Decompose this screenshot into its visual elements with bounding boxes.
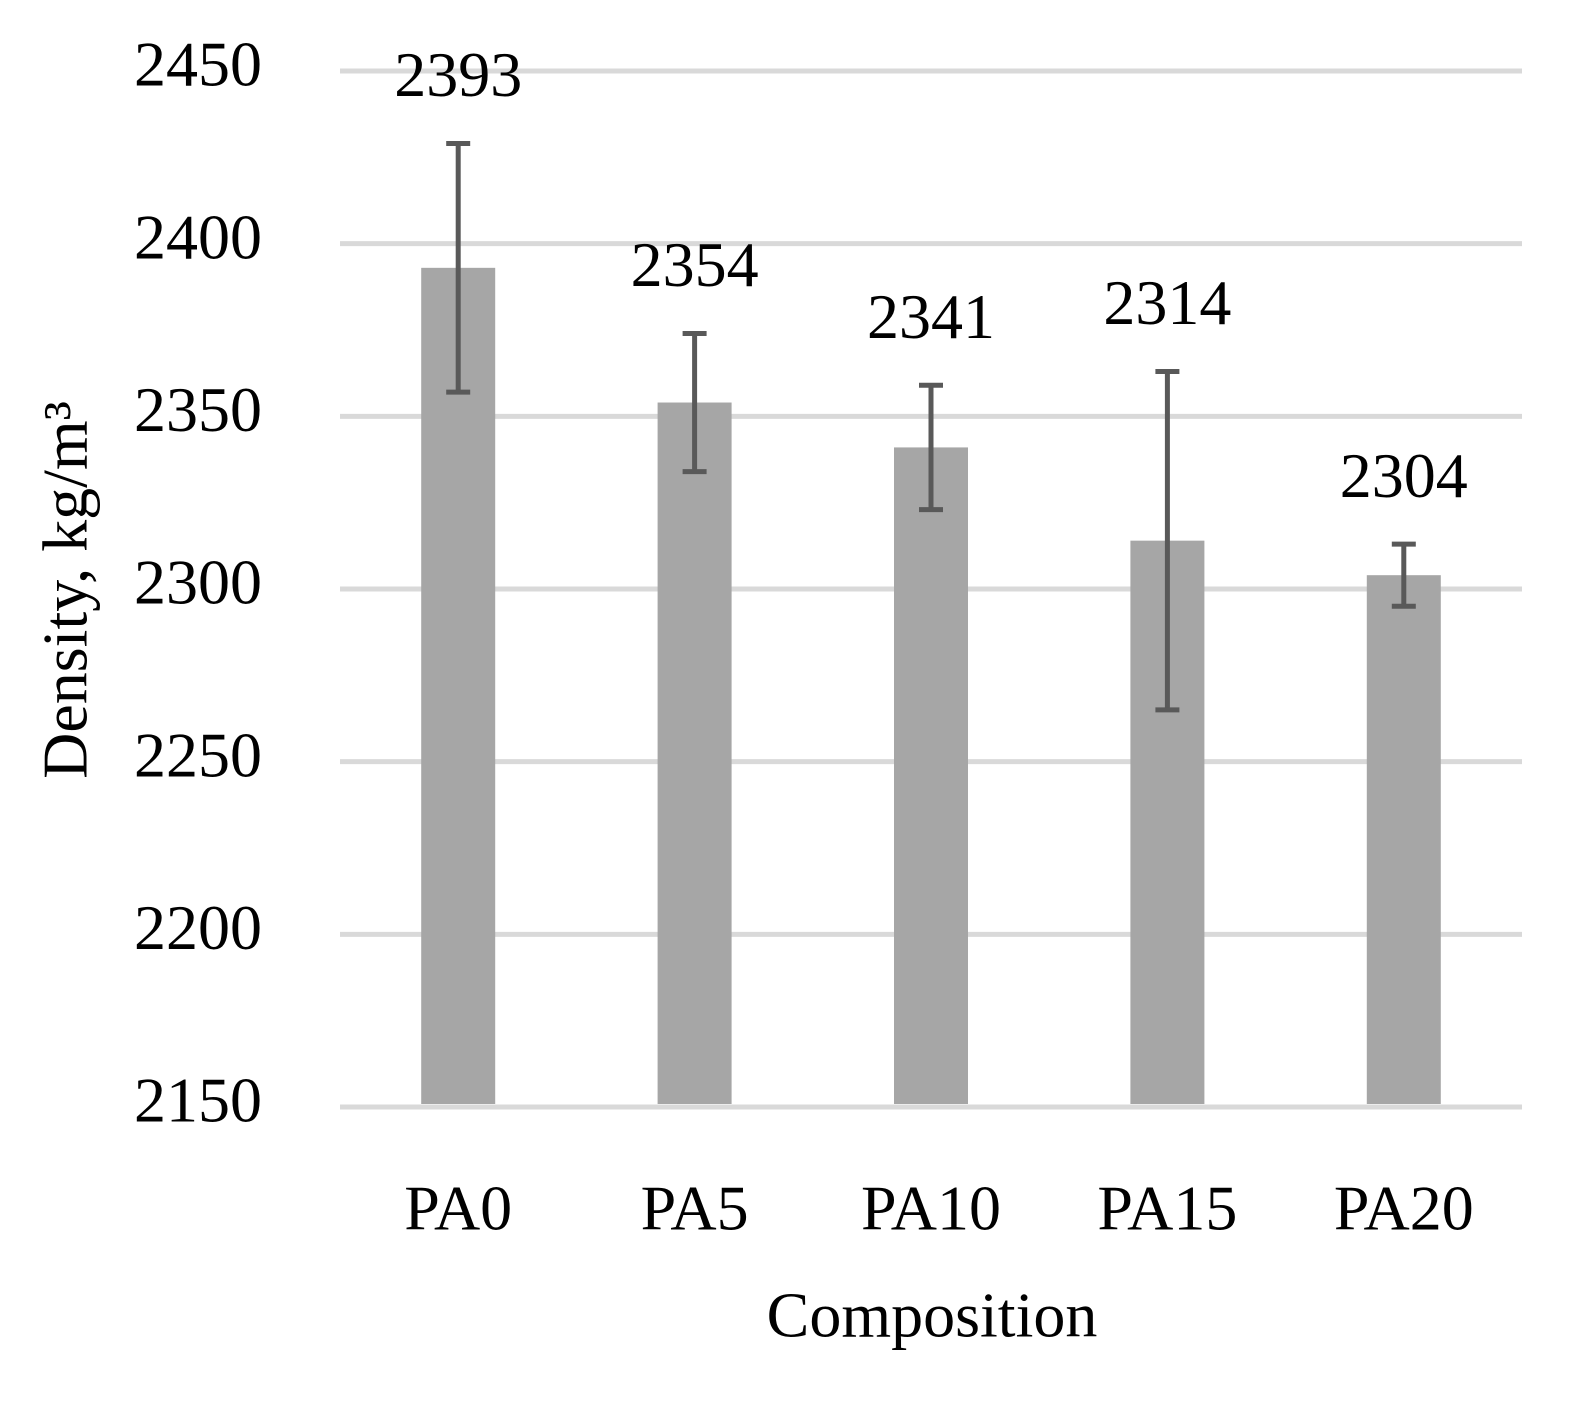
x-axis-title: Composition (767, 1280, 1098, 1351)
error-bar (682, 330, 707, 475)
y-tick-label: 2350 (134, 374, 262, 445)
data-label: 2393 (394, 39, 522, 110)
x-tick-label: PA0 (404, 1173, 512, 1244)
y-axis-title: Density, kg/m³ (30, 401, 101, 779)
x-tick-label: PA15 (1097, 1173, 1237, 1244)
data-label: 2304 (1340, 440, 1468, 511)
error-bar (919, 382, 943, 513)
y-tick-label: 2150 (134, 1065, 262, 1136)
x-tick-label: PA10 (861, 1173, 1001, 1244)
y-tick-label: 2400 (134, 201, 262, 272)
error-bar (446, 141, 471, 395)
y-tick-label: 2200 (134, 892, 262, 963)
data-label: 2341 (867, 281, 995, 352)
x-tick-label: PA20 (1334, 1173, 1474, 1244)
error-bar (1391, 541, 1416, 609)
bar (894, 447, 968, 1104)
y-tick-label: 2300 (134, 547, 262, 618)
x-tick-label: PA5 (641, 1173, 749, 1244)
bar (421, 267, 496, 1105)
y-tick-label: 2450 (134, 29, 262, 100)
data-label: 2354 (631, 229, 759, 300)
y-tick-label: 2250 (134, 719, 262, 790)
bar (1366, 575, 1441, 1104)
bar (657, 402, 732, 1104)
data-label: 2314 (1103, 267, 1231, 338)
error-bar (1155, 368, 1180, 713)
